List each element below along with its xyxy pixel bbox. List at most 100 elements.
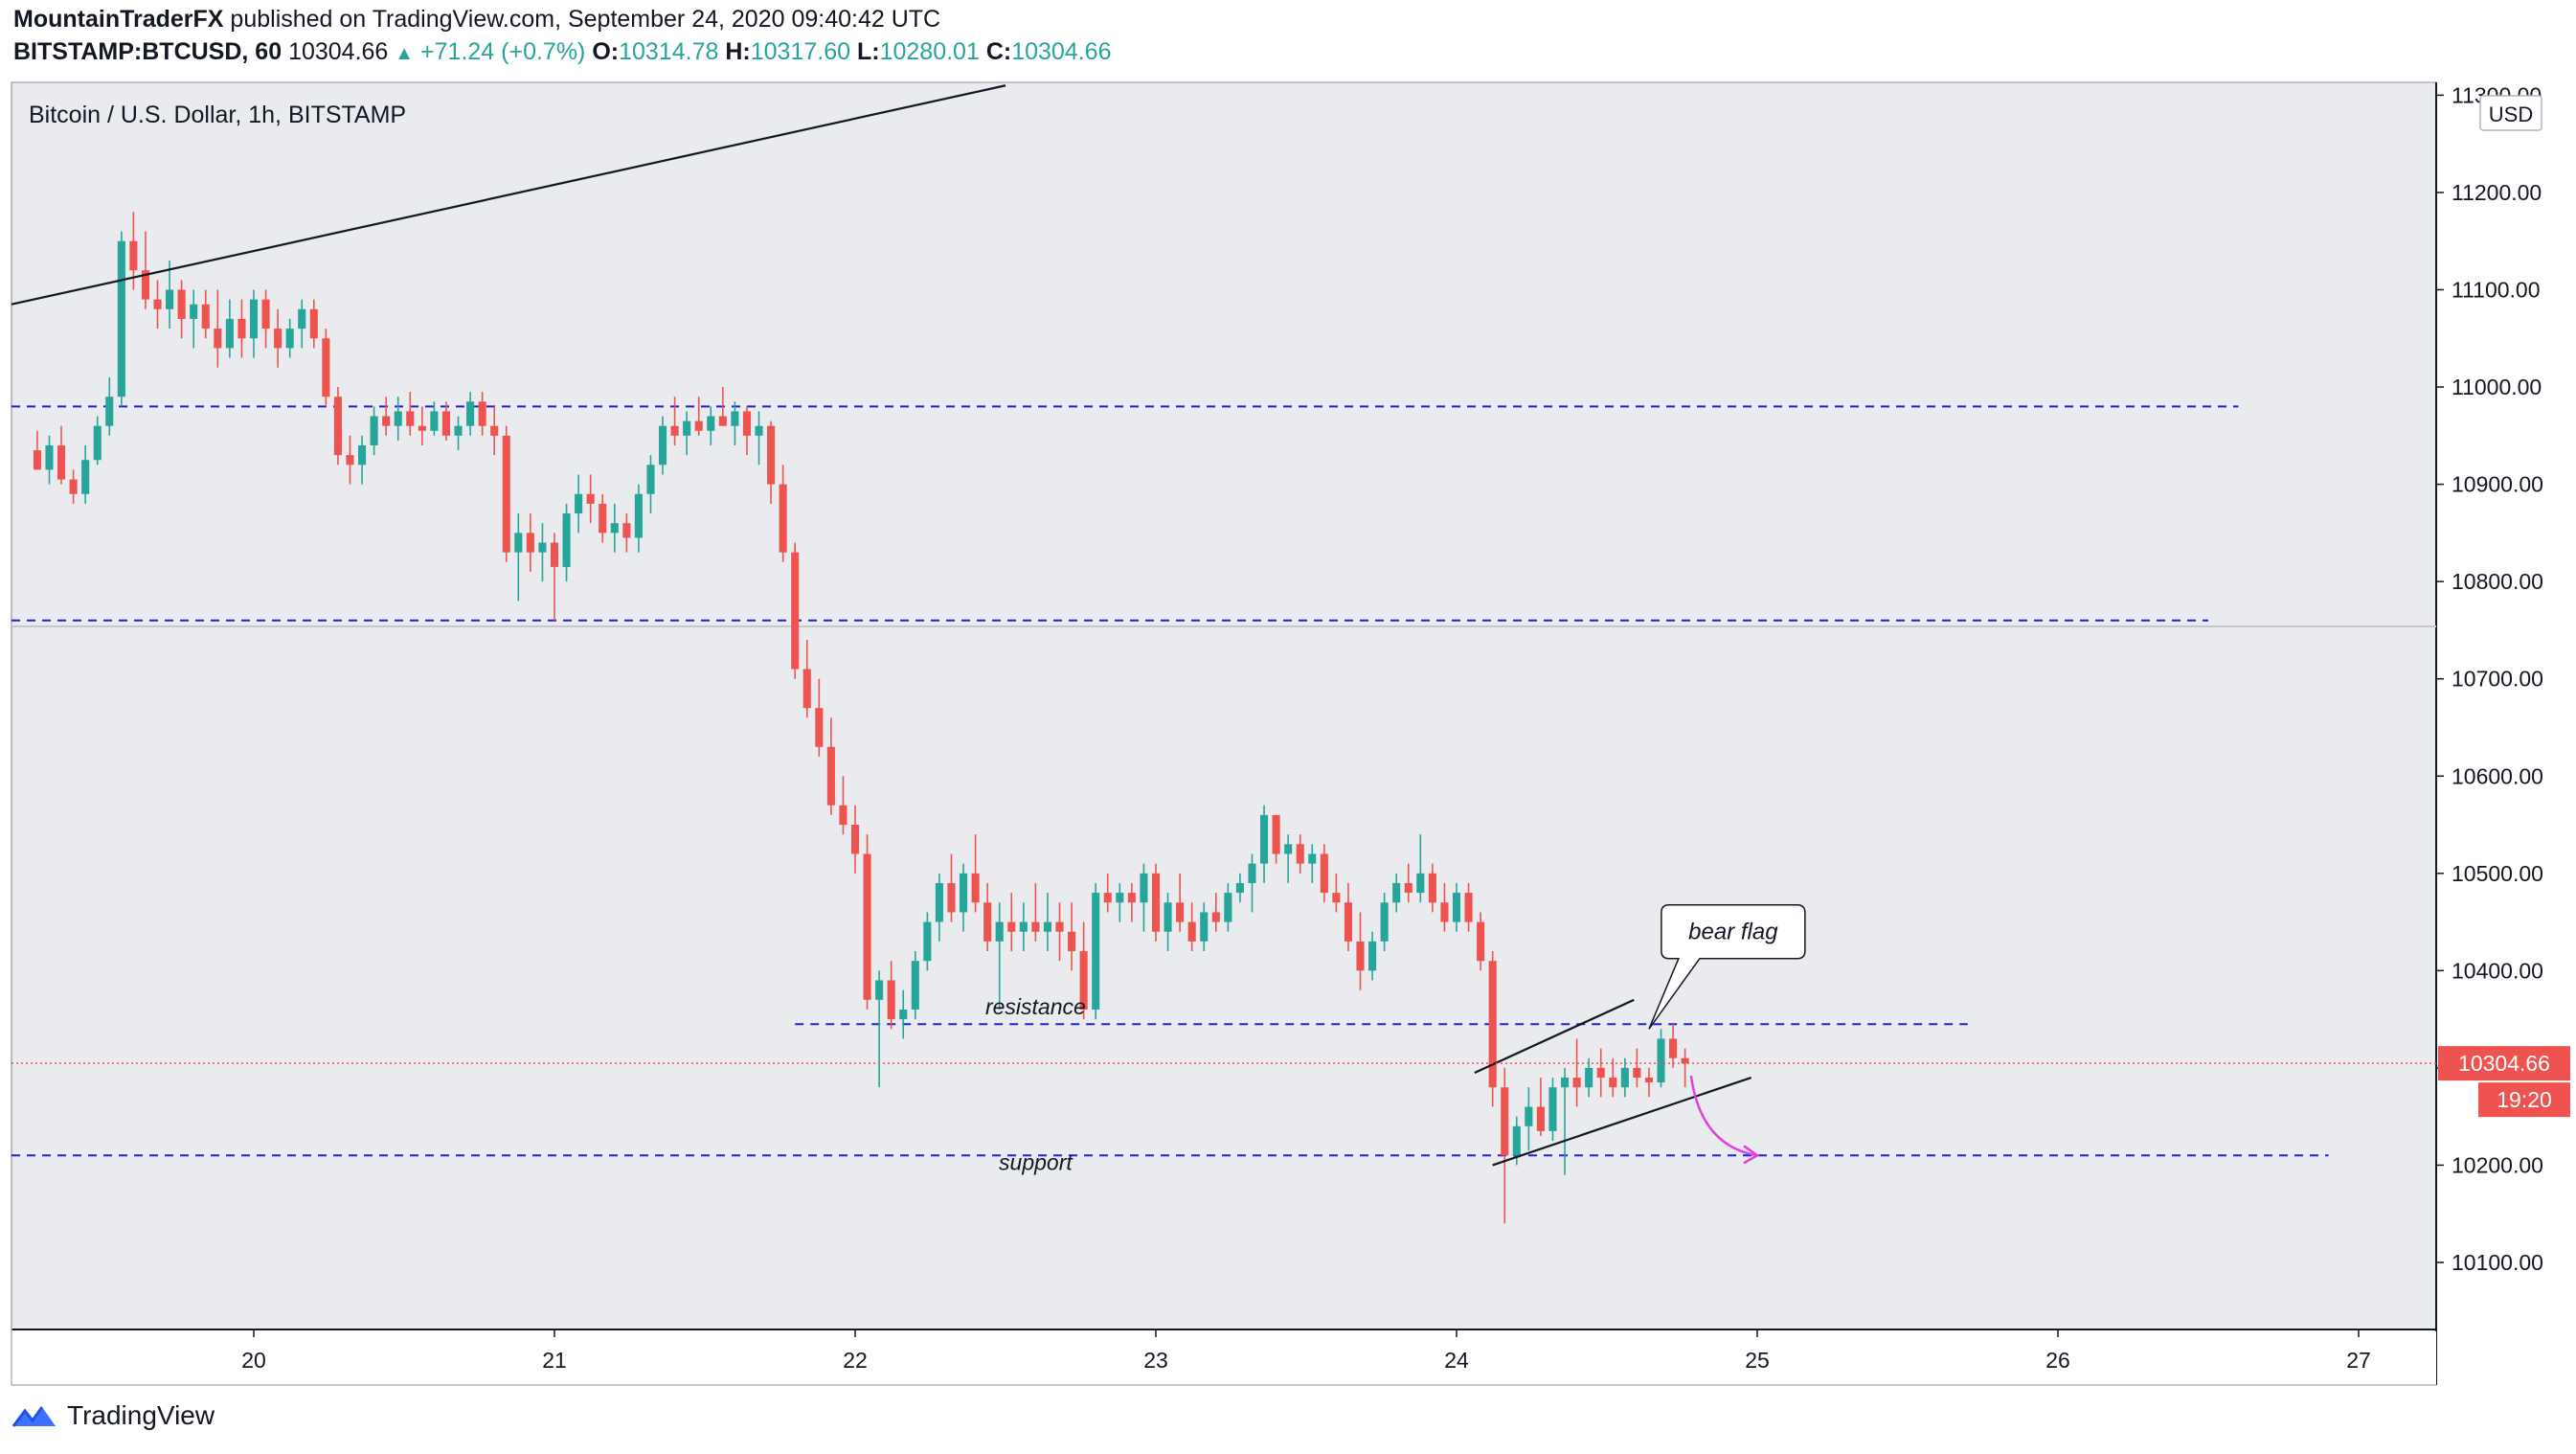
bear-arrow-icon — [1689, 1075, 1758, 1157]
candle-body — [1092, 893, 1100, 1010]
candle-body — [322, 338, 330, 398]
ohlc-line: BITSTAMP:BTCUSD, 60 10304.66 ▲ +71.24 (+… — [13, 38, 1112, 66]
candle-body — [141, 270, 150, 300]
candle-body — [899, 1009, 908, 1020]
candle-body — [466, 401, 475, 426]
candle-body — [1284, 844, 1293, 854]
tradingview-brand: TradingView — [67, 1400, 215, 1430]
candle-body — [947, 882, 956, 913]
price-tick-label: 10100.00 — [2452, 1250, 2543, 1275]
close-value: 10304.66 — [1011, 38, 1112, 65]
price-tick-label: 10800.00 — [2452, 569, 2543, 594]
candle-body — [959, 873, 968, 913]
time-scale[interactable] — [11, 1331, 2436, 1385]
candle-body — [1031, 921, 1040, 932]
candle-body — [1488, 961, 1497, 1088]
candle-body — [1200, 912, 1209, 942]
candle-body — [1681, 1057, 1689, 1064]
candle-body — [346, 455, 354, 466]
bear-flag-callout[interactable]: bear flag — [1648, 903, 1806, 1030]
candle-body — [1019, 921, 1028, 932]
candle-body — [153, 299, 162, 309]
candle-body — [309, 308, 318, 339]
candle-body — [863, 853, 871, 1000]
candle-body — [694, 420, 703, 431]
candle-body — [1452, 893, 1461, 922]
candle-body — [1224, 893, 1232, 922]
candle-body — [1501, 1087, 1509, 1156]
candle-body — [177, 289, 186, 319]
candle-body — [1392, 882, 1401, 903]
candle-body — [1428, 873, 1436, 903]
chart-plot-area[interactable] — [11, 81, 2437, 1330]
candle-body — [755, 425, 763, 436]
candle-body — [225, 318, 234, 349]
candle-body — [261, 299, 270, 329]
low-label: L: — [856, 38, 880, 65]
last-price-badge: 10304.66 19:20 — [2438, 1046, 2570, 1118]
candle-body — [166, 289, 174, 309]
candle-body — [1477, 921, 1485, 962]
time-tick-label: 26 — [2045, 1348, 2070, 1373]
candle-body — [646, 465, 655, 494]
candle-body — [875, 980, 884, 1000]
candle-body — [634, 493, 643, 538]
countdown-badge-bg — [2478, 1082, 2570, 1118]
time-tick-label: 27 — [2346, 1348, 2371, 1373]
candle-body — [69, 479, 78, 494]
candle-body — [1235, 882, 1244, 894]
time-tick-label: 23 — [1143, 1348, 1168, 1373]
candle-body — [357, 444, 367, 466]
candle-body — [514, 533, 523, 553]
candle-body — [1344, 902, 1353, 942]
candle-body — [1007, 921, 1016, 932]
bear-flag-label: bear flag — [1688, 920, 1778, 945]
candle-body — [1536, 1106, 1545, 1131]
candle-body — [1068, 931, 1076, 952]
candle-body — [731, 411, 739, 426]
candle-body — [1116, 893, 1124, 903]
trend-line — [1474, 998, 1635, 1074]
price-tick-label: 11100.00 — [2452, 278, 2541, 303]
candle-body — [850, 825, 860, 854]
candle-body — [1151, 873, 1161, 932]
annotation-label: resistance — [985, 994, 1086, 1019]
candle-body — [478, 401, 486, 426]
trend-line — [11, 84, 1006, 306]
high-label: H: — [725, 38, 751, 65]
price-scale[interactable] — [2436, 82, 2576, 1329]
time-tick-label: 24 — [1444, 1348, 1469, 1373]
currency-badge[interactable] — [2479, 95, 2542, 131]
price-tick-label: 10600.00 — [2452, 763, 2543, 788]
candle-body — [190, 304, 198, 319]
candle-body — [1211, 912, 1220, 922]
candle-body — [658, 425, 667, 466]
candle-body — [1609, 1078, 1617, 1088]
callout-bubble — [1648, 903, 1806, 1030]
candle-body — [586, 493, 595, 504]
candle-body — [45, 444, 54, 470]
candle-body — [550, 542, 559, 567]
candle-body — [201, 304, 210, 329]
symbol-label: BITSTAMP:BTCUSD, 60 — [13, 38, 282, 65]
candle-body — [683, 420, 691, 436]
tradingview-footer[interactable]: TradingView — [11, 1400, 215, 1431]
candle-body — [93, 425, 102, 461]
candle-body — [791, 552, 800, 670]
candle-body — [839, 805, 847, 826]
candle-body — [1043, 921, 1052, 932]
time-axis-labels: 20 21 22 23 24 25 26 27 — [241, 1329, 2371, 1373]
last-price-badge-bg — [2438, 1046, 2570, 1081]
candle-body — [610, 523, 619, 534]
candle-body — [1079, 951, 1088, 1010]
candle-body — [129, 240, 138, 271]
candle-body — [911, 961, 919, 1010]
author-name[interactable]: MountainTraderFX — [13, 6, 224, 33]
candle-body — [249, 299, 259, 339]
trend-line — [1492, 1077, 1752, 1167]
price-tick-label: 10400.00 — [2452, 958, 2543, 983]
candle-body — [1464, 893, 1473, 922]
candle-body — [105, 397, 114, 426]
candle-body — [1320, 853, 1328, 894]
